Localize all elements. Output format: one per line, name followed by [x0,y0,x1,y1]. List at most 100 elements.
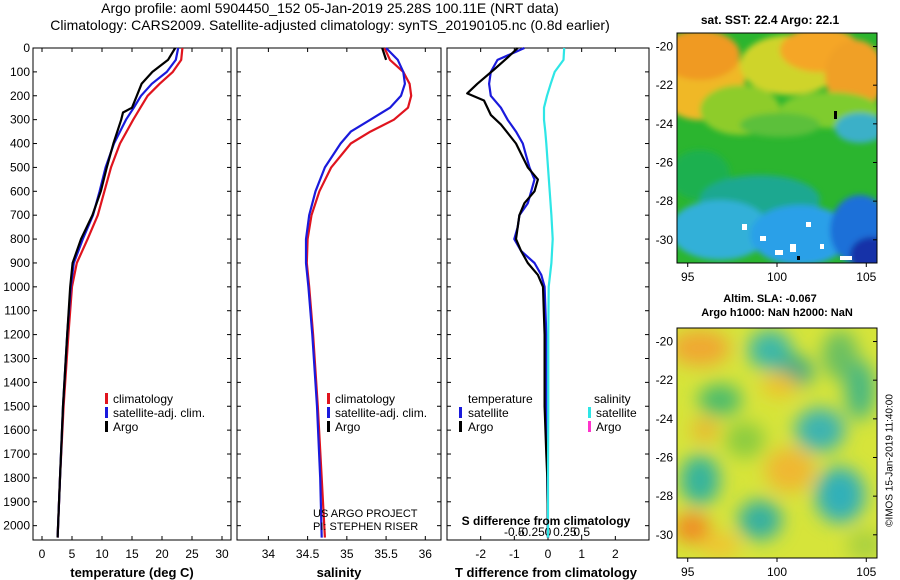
y-tick-label: 700 [10,208,30,222]
y-tick-label: 1700 [3,447,30,461]
x-tick-label: 25 [185,547,199,561]
temperature-legend: climatology satellite-adj. clim. Argo [105,392,205,434]
legend-argo-swatch [105,421,108,432]
x-tick-label: 5 [69,547,76,561]
y-tick-label: 200 [10,89,30,103]
legend-climatology-swatch [105,393,108,404]
legend-temperature-title: temperature [468,392,533,406]
series-line-salinity-satellite [542,47,566,538]
y-tick-label: 900 [10,256,30,270]
difference-legend-salinity: salinity satellite Argo [588,392,637,434]
legend-argo-swatch [327,421,330,432]
map-x-tick-label: 105 [856,565,876,579]
legend-t-argo-label: Argo [468,420,494,434]
map-y-tick-label: -22 [656,78,674,92]
y-tick-label: 100 [10,65,30,79]
x-tick-label: 20 [155,547,169,561]
salinity-legend: climatology satellite-adj. clim. Argo [327,392,427,434]
sla-map-panel: Altim. SLA: -0.067 Argo h1000: NaN h2000… [656,293,878,579]
series-line-climatology [305,47,413,538]
y-tick-label: 1600 [3,423,30,437]
difference-legend-temperature: temperature satellite Argo [459,392,533,434]
y-tick-label: 1000 [3,280,30,294]
legend-t-argo-swatch [459,421,462,432]
x-tick-label: 34.5 [296,547,320,561]
series-line-satellite-adj-clim- [304,47,406,538]
legend-satellite-label: satellite-adj. clim. [335,406,427,420]
legend-salinity-title: salinity [594,392,631,406]
y-tick-label: 1800 [3,471,30,485]
map-x-tick-label: 100 [767,270,787,284]
y-tick-label: 500 [10,160,30,174]
map-x-tick-label: 95 [681,565,695,579]
y-tick-label: 1900 [3,495,30,509]
map-y-tick-label: -30 [656,233,674,247]
x-tick-label: 1 [578,547,585,561]
legend-argo-label: Argo [113,420,139,434]
x-tick-label: -1 [509,547,520,561]
series-line-argo [381,47,388,61]
map-x-tick-label: 95 [681,270,695,284]
x-tick-label: -2 [475,547,486,561]
map-y-tick-label: -26 [656,450,674,464]
x-tick-label: 0 [545,547,552,561]
legend-s-satellite-label: satellite [596,406,637,420]
legend-climatology-label: climatology [335,392,395,406]
map-y-tick-label: -24 [656,412,674,426]
legend-s-argo-swatch [588,421,591,432]
map-y-tick-label: -30 [656,528,674,542]
map-x-tick-label: 100 [767,565,787,579]
x-tick-label: 34 [262,547,276,561]
legend-satellite-label: satellite-adj. clim. [113,406,205,420]
legend-argo-label: Argo [335,420,361,434]
sla-map-image [677,328,877,558]
y-tick-label: 2000 [3,519,30,533]
y-tick-label: 1400 [3,375,30,389]
y-tick-label: 0 [23,41,30,55]
x-tick-label: 15 [125,547,139,561]
x-tick-label: 30 [215,547,229,561]
sst-map-title: sat. SST: 22.4 Argo: 22.1 [701,13,840,27]
y-tick-label: 1300 [3,351,30,365]
x-tick-label: 36 [419,547,433,561]
map-y-tick-label: -20 [656,335,674,349]
x-tick-label: 0 [39,547,46,561]
title-line-1: Argo profile: aoml 5904450_152 05-Jan-20… [101,0,559,16]
copyright-text: ©IMOS 15-Jan-2019 11:40:00 [884,394,896,527]
y-tick-label: 800 [10,232,30,246]
legend-climatology-label: climatology [113,392,173,406]
y-tick-label: 300 [10,113,30,127]
temperature-xlabel: temperature (deg C) [70,565,194,580]
map-y-tick-label: -26 [656,155,674,169]
series-line-argo [56,47,177,538]
y-tick-label: 1200 [3,328,30,342]
sla-map-subtitle: Argo h1000: NaN h2000: NaN [701,307,853,319]
project-annotation: US ARGO PROJECT [313,508,418,520]
sst-map-panel: sat. SST: 22.4 Argo: 22.1 [656,13,878,284]
map-x-tick-label: 105 [856,270,876,284]
map-y-tick-label: -28 [656,194,674,208]
y-tick-label: 1100 [4,304,30,318]
series-line-satellite-adj-clim- [56,47,180,538]
series-line-temperature-satellite [488,46,550,538]
legend-satellite-swatch [327,407,330,418]
pi-annotation: PI: STEPHEN RISER [313,521,418,533]
temperature-panel: 0100200300400500600700800900100011001200… [3,41,232,580]
s-tick-label: 0.25 [553,525,577,539]
legend-satellite-swatch [105,407,108,418]
y-tick-label: 600 [10,184,30,198]
salinity-xlabel: salinity [317,565,363,580]
map-y-tick-label: -22 [656,373,674,387]
y-tick-label: 1500 [3,399,30,413]
salinity-panel: 34 34.5 35 35.5 36 salinity climatology sate… [236,47,442,580]
legend-t-satellite-swatch [459,407,462,418]
x-tick-label: 2 [612,547,619,561]
s-tick-label: 0.5 [573,525,590,539]
legend-s-satellite-swatch [588,407,591,418]
sst-map-image [677,33,877,263]
s-tick-label: -0.5 [504,525,525,539]
legend-s-argo-label: Argo [596,420,622,434]
figure-title: Argo profile: aoml 5904450_152 05-Jan-20… [0,0,660,34]
t-difference-xlabel: T difference from climatology [455,565,638,580]
